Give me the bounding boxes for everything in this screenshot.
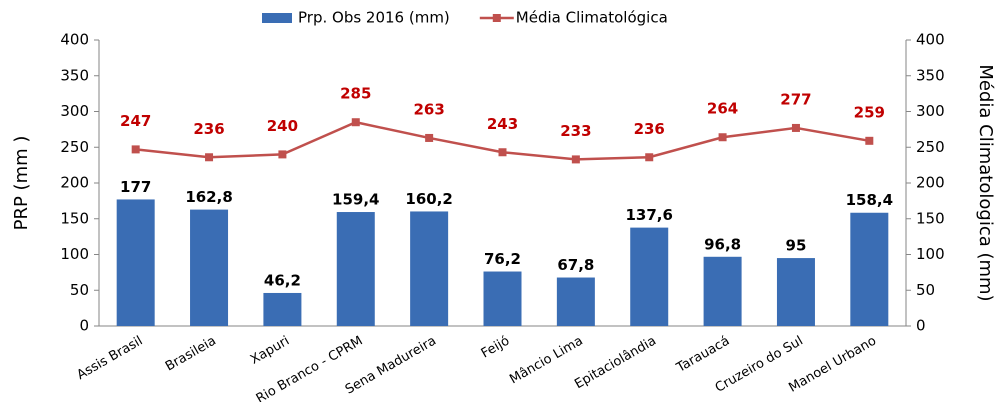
x-tick-label: Xapuri [248, 334, 292, 368]
x-tick-label: Assis Brasil [75, 334, 146, 384]
bar-value-label: 67,8 [557, 256, 594, 274]
legend-label: Média Climatológica [516, 9, 668, 27]
bar-value-label: 159,4 [332, 191, 379, 209]
y-tick-label: 250 [60, 138, 89, 156]
line-marker [205, 153, 214, 162]
line-value-label: 247 [120, 112, 151, 130]
line-marker [425, 133, 434, 142]
legend-swatch-marker [492, 14, 501, 22]
bar-value-label: 46,2 [264, 271, 301, 289]
y2-tick-label: 0 [916, 317, 926, 335]
y2-tick-label: 350 [916, 66, 945, 84]
y2-tick-label: 200 [916, 174, 945, 192]
legend-label: Prp. Obs 2016 (mm) [298, 9, 450, 27]
line-value-label: 233 [560, 122, 591, 140]
line-value-label: 236 [193, 120, 224, 138]
line-marker [645, 153, 654, 162]
line-value-label: 240 [267, 117, 298, 135]
line-value-label: 264 [707, 100, 738, 118]
bar [190, 209, 229, 326]
y2-axis-title: Média Climatologica (mm) [975, 64, 996, 301]
bar [556, 277, 595, 326]
x-tick-label: Brasileia [163, 334, 219, 375]
line-marker [791, 123, 800, 132]
line-value-label: 277 [780, 90, 811, 108]
y2-tick-label: 100 [916, 245, 945, 263]
y-axis-title: PRP (mm ) [11, 136, 32, 231]
bar [116, 199, 155, 326]
bar-value-label: 137,6 [626, 206, 673, 224]
y-tick-label: 350 [60, 66, 89, 84]
line-marker [865, 136, 874, 145]
bar [703, 256, 742, 326]
legend-swatch [262, 13, 292, 23]
bar-value-label: 160,2 [405, 190, 452, 208]
y-tick-label: 0 [79, 317, 89, 335]
y-tick-label: 150 [60, 209, 89, 227]
y2-tick-label: 250 [916, 138, 945, 156]
bar [483, 271, 522, 326]
bar-value-label: 158,4 [846, 191, 893, 209]
y2-tick-label: 300 [916, 102, 945, 120]
bar-value-label: 95 [786, 237, 807, 255]
y-tick-label: 300 [60, 102, 89, 120]
y-tick-label: 100 [60, 245, 89, 263]
bar [850, 212, 889, 326]
bar-value-label: 177 [120, 178, 151, 196]
y2-tick-label: 50 [916, 281, 935, 299]
line-marker [718, 133, 727, 142]
line-value-label: 243 [487, 115, 518, 133]
y-tick-label: 400 [60, 31, 89, 49]
line-value-label: 285 [340, 85, 371, 103]
bar [776, 258, 815, 326]
y-tick-label: 50 [70, 281, 89, 299]
y2-tick-label: 150 [916, 209, 945, 227]
bar [263, 292, 302, 326]
x-tick-label: Epitaciolândia [572, 334, 659, 393]
line-marker [571, 155, 580, 164]
bar-value-label: 76,2 [484, 250, 521, 268]
y-tick-label: 200 [60, 174, 89, 192]
line-marker [498, 148, 507, 157]
x-tick-label: Feijó [479, 333, 512, 361]
line-value-label: 263 [413, 100, 444, 118]
bar [336, 212, 375, 326]
bar [630, 227, 669, 326]
line-marker [351, 118, 360, 127]
line-value-label: 259 [854, 103, 885, 121]
x-tick-label: Tarauacá [673, 334, 732, 377]
bar-value-label: 162,8 [185, 188, 232, 206]
y2-tick-label: 400 [916, 31, 945, 49]
line-value-label: 236 [634, 120, 665, 138]
line-marker [131, 145, 140, 154]
bar-value-label: 96,8 [704, 235, 741, 253]
line-marker [278, 150, 287, 159]
bar [410, 211, 449, 326]
